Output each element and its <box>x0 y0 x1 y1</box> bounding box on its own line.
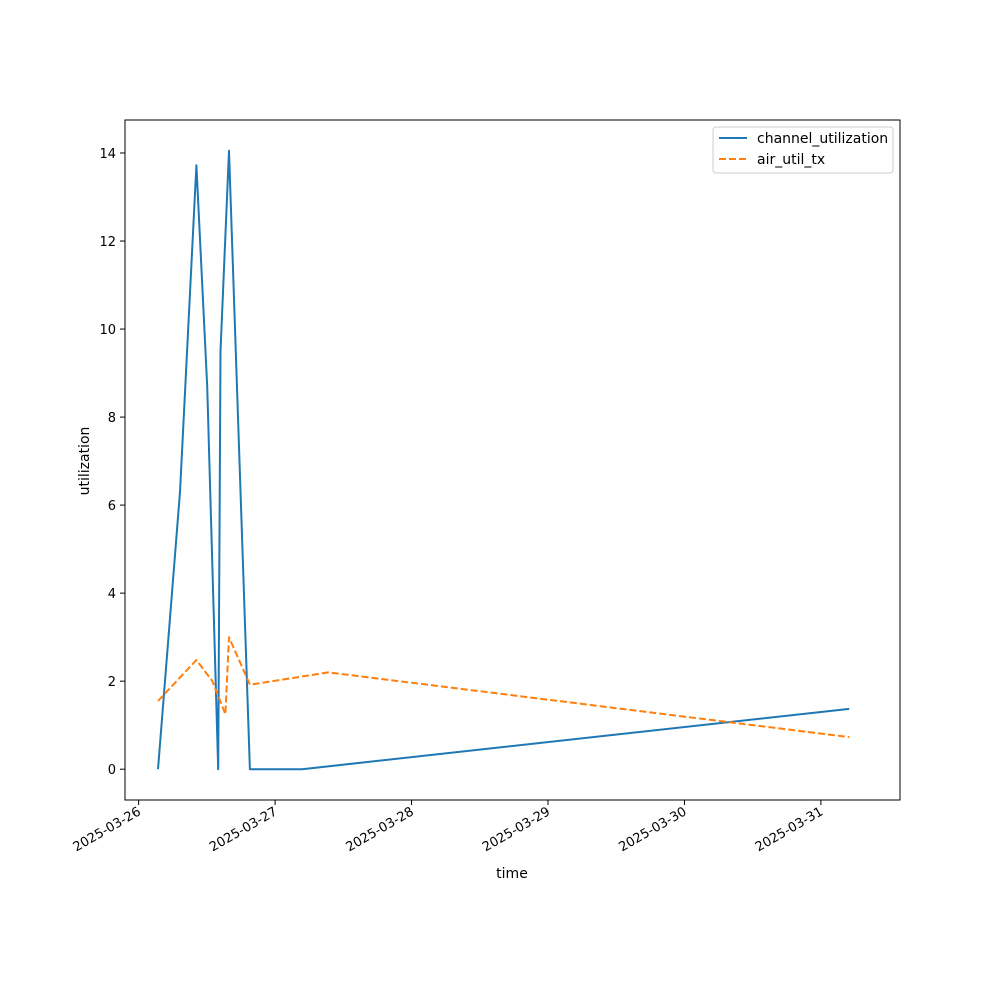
x-tick-label: 2025-03-28 <box>344 804 417 855</box>
x-tick-label: 2025-03-30 <box>616 804 689 855</box>
legend: channel_utilization air_util_tx <box>712 126 894 174</box>
x-tick-label: 2025-03-31 <box>753 804 826 855</box>
legend-box <box>712 126 894 174</box>
y-tick-label: 6 <box>108 499 116 514</box>
y-tick-label: 10 <box>99 323 116 338</box>
y-tick-label: 0 <box>108 763 116 778</box>
x-tick-label: 2025-03-26 <box>71 804 144 855</box>
y-tick-label: 14 <box>99 147 116 162</box>
y-axis-label: utilization <box>77 427 93 496</box>
x-axis-label: time <box>496 866 528 882</box>
y-tick-label: 8 <box>108 411 116 426</box>
x-tick-label: 2025-03-29 <box>480 804 553 855</box>
plot-frame <box>124 119 901 801</box>
plot-background <box>125 120 900 800</box>
legend-label-channel-utilization: channel_utilization <box>757 131 888 147</box>
y-tick-label: 12 <box>99 235 116 250</box>
x-tick-label: 2025-03-27 <box>207 804 280 855</box>
legend-label-air-util-tx: air_util_tx <box>757 152 825 168</box>
series-line-channel-utilization <box>157 149 850 771</box>
x-axis: 2025-03-26 2025-03-27 2025-03-28 2025-03-29… <box>71 800 826 855</box>
series-layer <box>157 149 850 771</box>
y-tick-label: 2 <box>108 675 116 690</box>
series-line-air-util-tx <box>157 636 850 739</box>
y-axis: 0 2 4 6 8 10 12 14 <box>99 147 125 778</box>
y-tick-label: 4 <box>108 587 116 602</box>
